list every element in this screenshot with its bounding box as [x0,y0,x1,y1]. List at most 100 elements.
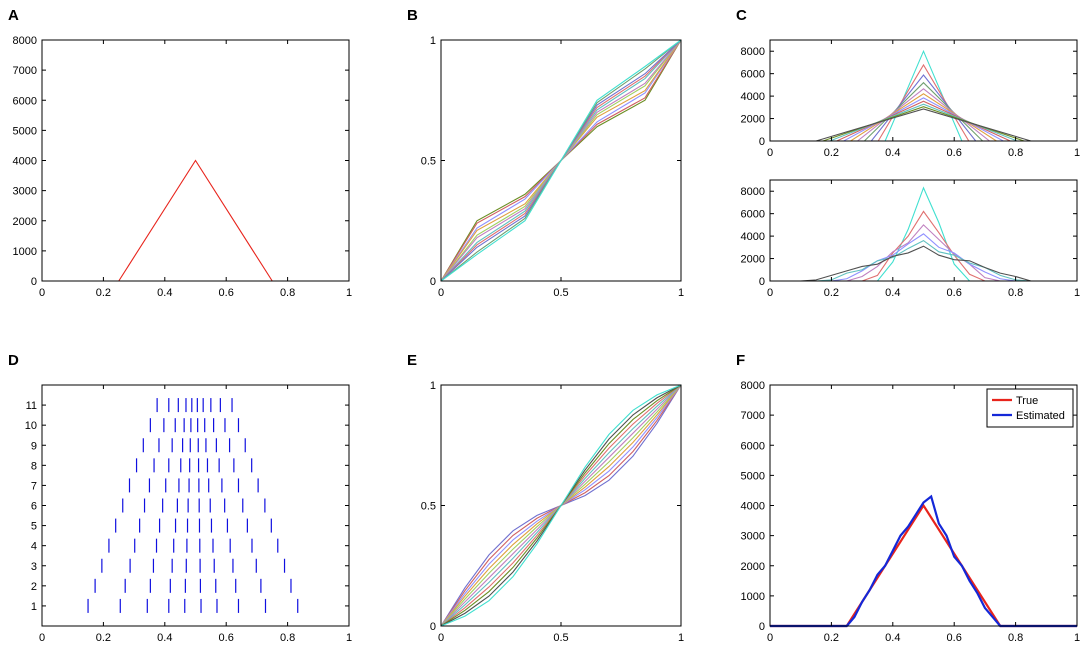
x-tick-label: 0 [767,632,773,644]
y-tick-label: 0 [759,276,765,288]
x-tick-label: 0 [438,632,444,644]
y-tick-label: 5 [31,521,37,533]
y-tick-label: 6000 [741,440,765,452]
legend-label: Estimated [1016,410,1065,422]
axes-frame [769,384,1078,627]
y-tick-label: 0.5 [421,156,436,168]
x-tick-label: 0 [767,287,773,299]
y-tick-label: 11 [26,400,37,412]
axes-frame [440,384,682,627]
series-line [770,106,1077,142]
x-tick-label: 0.4 [157,287,172,299]
y-tick-label: 0 [430,276,436,288]
x-tick-label: 0.2 [824,147,839,159]
x-tick-label: 0 [39,287,45,299]
x-tick-label: 0 [39,632,45,644]
y-tick-label: 7000 [13,65,37,77]
x-tick-label: 0.2 [96,632,111,644]
x-tick-label: 0.4 [157,632,172,644]
x-tick-label: 0.8 [1008,147,1023,159]
axes-frame [769,179,1078,282]
series-line [800,239,1047,282]
y-tick-label: 6 [31,501,37,513]
axes-frame [440,39,682,282]
y-tick-label: 8000 [13,35,37,47]
panel-letter: D [8,352,19,369]
panel-letter: A [8,7,19,24]
series-line [770,88,1077,142]
x-tick-label: 0.6 [219,287,234,299]
y-tick-label: 1 [430,35,436,47]
y-tick-label: 4000 [741,501,765,513]
x-tick-label: 0.2 [96,287,111,299]
y-tick-label: 1000 [741,591,765,603]
series-line [800,233,1047,282]
y-tick-label: 4000 [13,156,37,168]
x-tick-label: 0.4 [885,147,900,159]
series-line [42,159,349,282]
series-line [770,81,1077,142]
y-tick-label: 7 [31,480,37,492]
y-tick-label: 3000 [13,186,37,198]
panel-letter: B [407,7,418,24]
y-tick-label: 4 [31,541,37,553]
x-tick-label: 1 [346,287,352,299]
y-tick-label: 6000 [741,69,765,81]
panel-letter: C [736,7,747,24]
y-tick-label: 1 [31,601,37,613]
axes-frame [769,39,1078,142]
y-tick-label: 1 [430,380,436,392]
x-tick-label: 0.8 [280,287,295,299]
y-tick-label: 0 [31,276,37,288]
y-tick-label: 4000 [741,91,765,103]
y-tick-label: 3 [31,561,37,573]
panel-letter: E [407,352,417,369]
x-tick-label: 0.5 [553,632,568,644]
legend-label: True [1016,395,1038,407]
y-tick-label: 0 [759,621,765,633]
x-tick-label: 0.8 [1008,287,1023,299]
series-line [770,503,1077,628]
y-tick-label: 1000 [13,246,37,258]
y-tick-label: 2000 [741,561,765,573]
y-tick-label: 0 [430,621,436,633]
x-tick-label: 0.6 [219,632,234,644]
y-tick-label: 9 [31,440,37,452]
y-tick-label: 2000 [13,216,37,228]
x-tick-label: 0.6 [947,287,962,299]
x-tick-label: 0.8 [280,632,295,644]
x-tick-label: 0.2 [824,632,839,644]
x-tick-label: 0.8 [1008,632,1023,644]
y-tick-label: 5000 [13,125,37,137]
x-tick-label: 1 [678,287,684,299]
x-tick-label: 0.5 [553,287,568,299]
y-tick-label: 3000 [741,531,765,543]
series-line [440,384,682,627]
x-tick-label: 0.4 [885,287,900,299]
series-line [770,494,1077,628]
axes-frame [41,39,350,282]
y-tick-label: 2 [31,581,37,593]
x-tick-label: 0 [767,147,773,159]
y-tick-label: 10 [25,420,37,432]
y-tick-label: 2000 [741,254,765,266]
y-tick-label: 0.5 [421,501,436,513]
y-tick-label: 8 [31,460,37,472]
series-line [770,74,1077,142]
x-tick-label: 1 [346,632,352,644]
y-tick-label: 8000 [741,46,765,58]
y-tick-label: 8000 [741,186,765,198]
y-tick-label: 8000 [741,380,765,392]
y-tick-label: 7000 [741,410,765,422]
x-tick-label: 0 [438,287,444,299]
x-tick-label: 0.6 [947,632,962,644]
x-tick-label: 1 [1074,147,1080,159]
legend-box [986,388,1074,428]
x-tick-label: 1 [1074,632,1080,644]
series-line [770,103,1077,142]
y-tick-label: 2000 [741,114,765,126]
x-tick-label: 0.6 [947,147,962,159]
y-tick-label: 0 [759,136,765,148]
y-tick-label: 5000 [741,470,765,482]
